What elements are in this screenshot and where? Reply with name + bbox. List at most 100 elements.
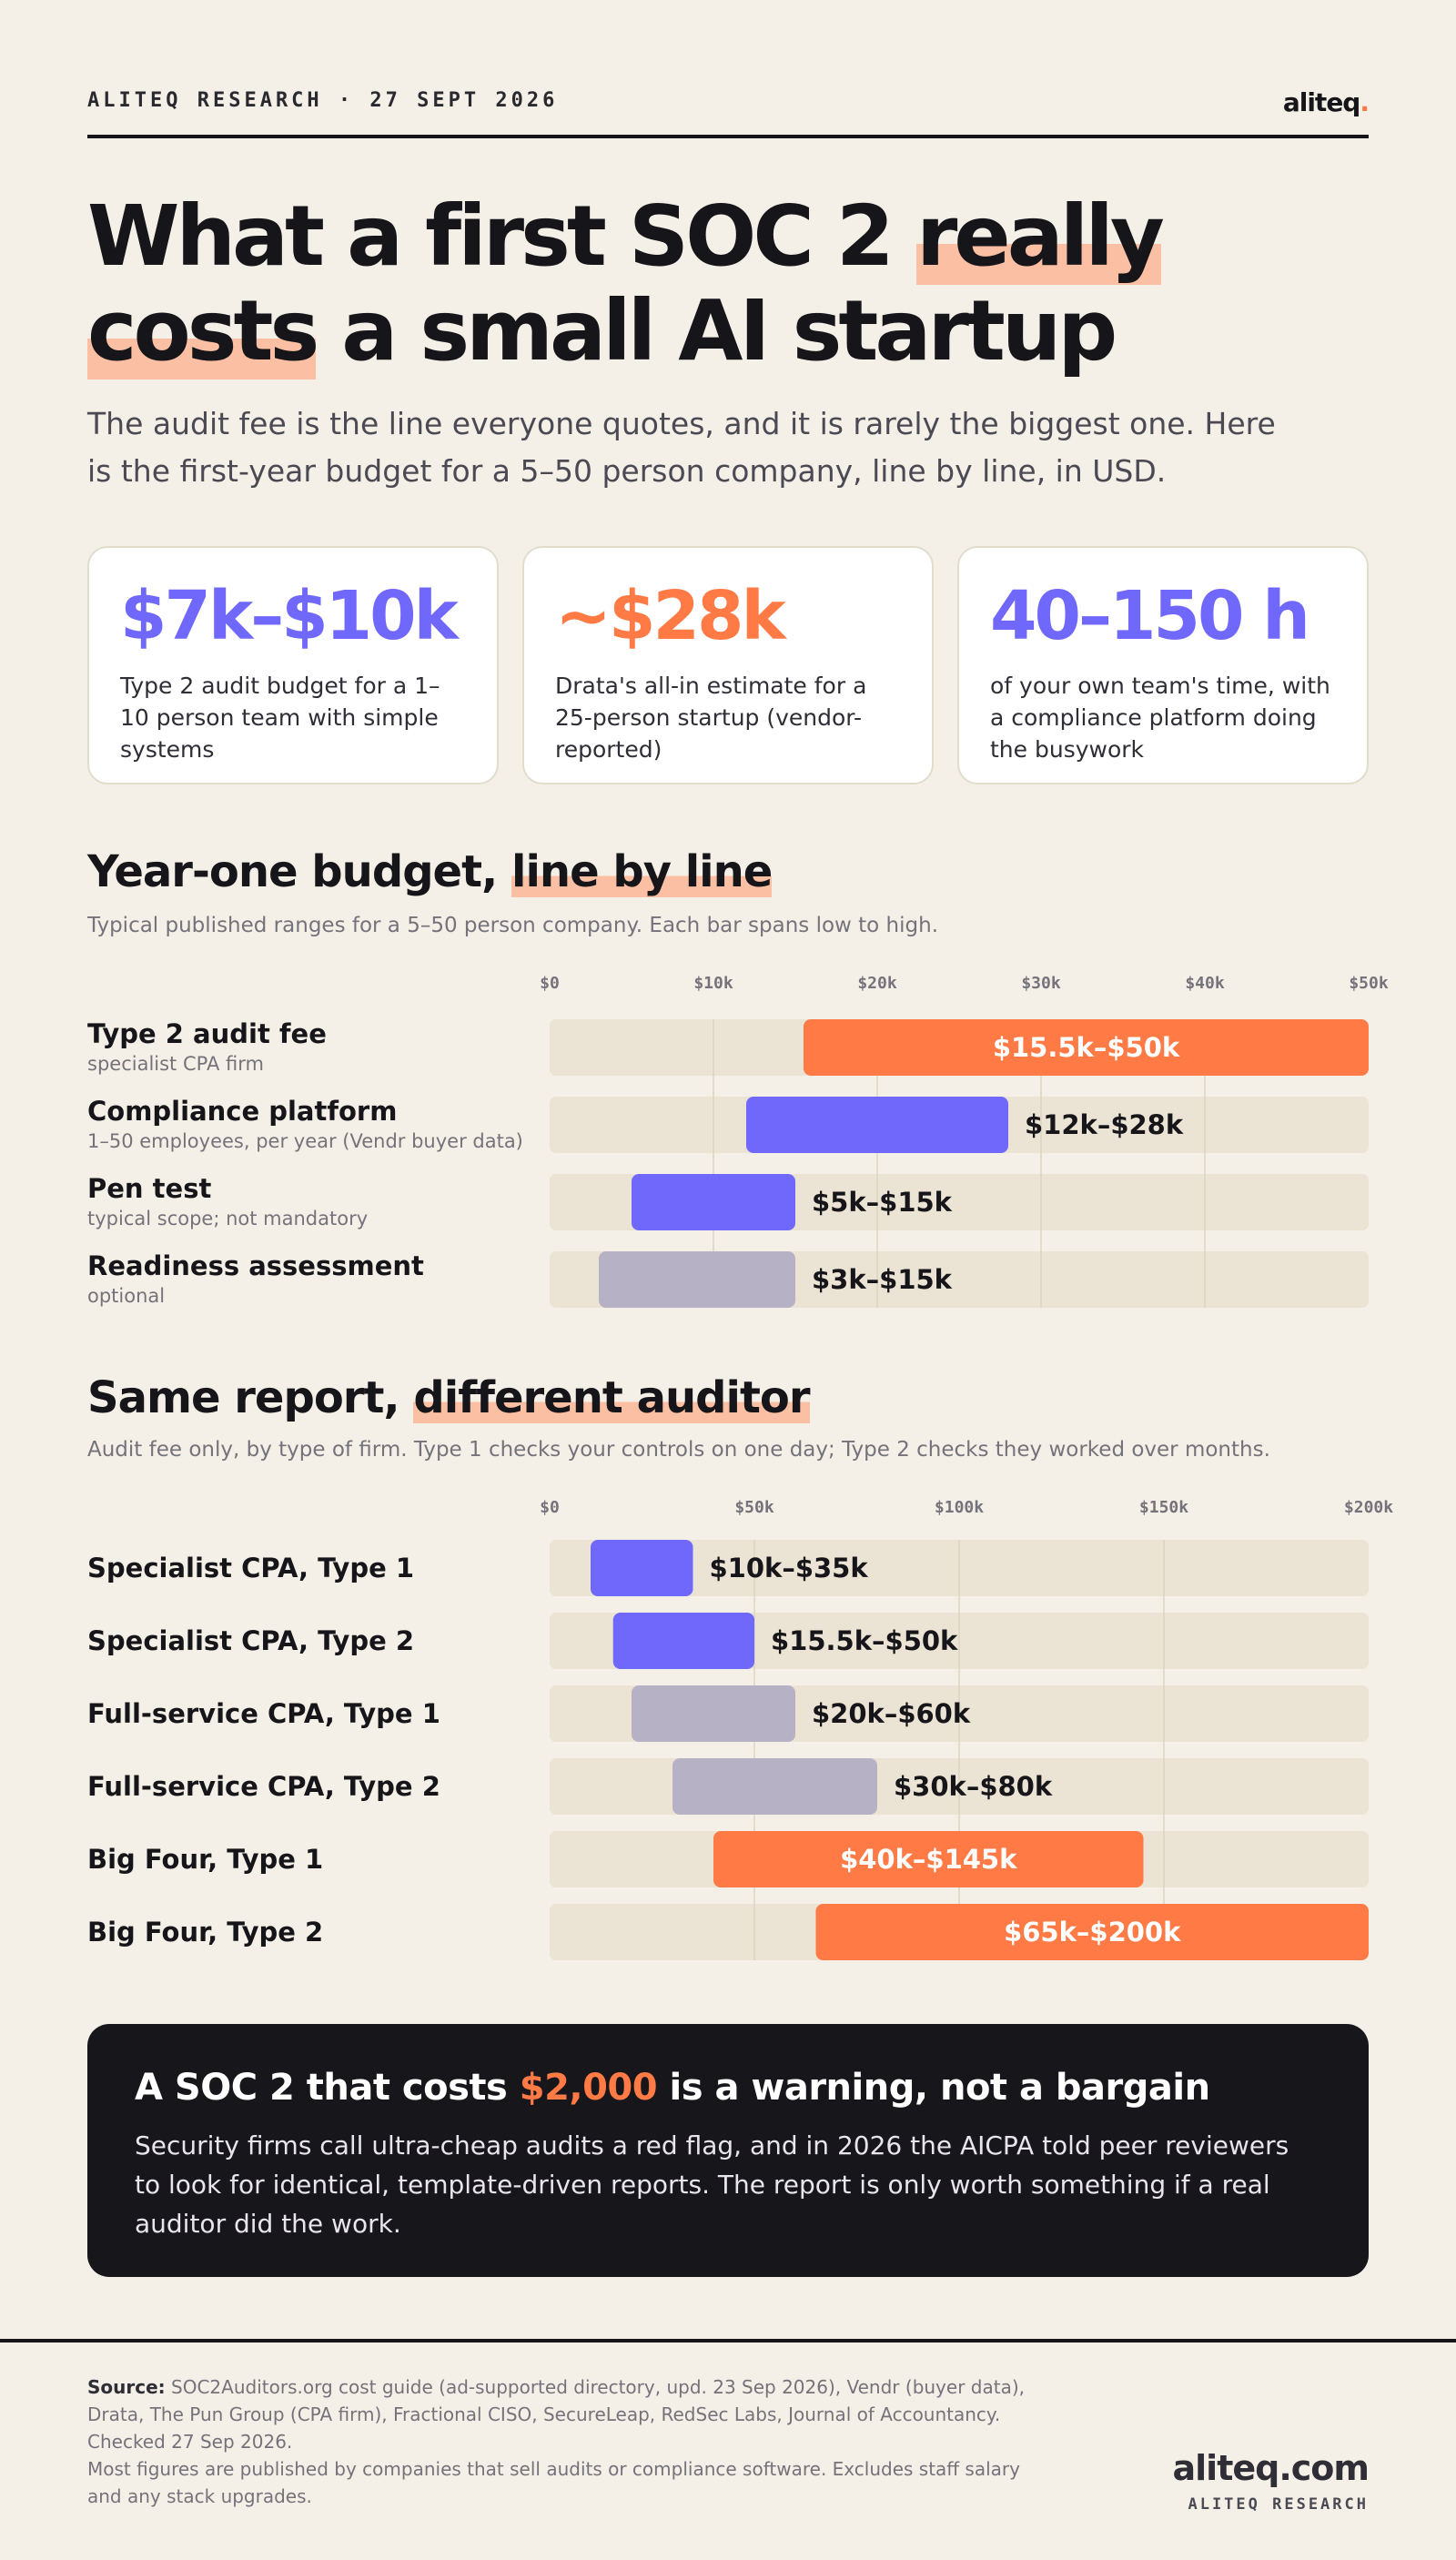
stat-value: 40–150 h [990, 577, 1310, 655]
row-label-pen-test: Pen test typical scope; not mandatory [87, 1173, 542, 1231]
category-label: Full-service CPA, Type 1 [87, 1698, 440, 1729]
row-label-specialist-cpa-type-2: Specialist CPA, Type 2 [87, 1625, 542, 1656]
title-part1: What a first SOC 2 [87, 187, 916, 285]
data-label: $3k–$15k [812, 1264, 953, 1295]
row-label-big-four-type-2: Big Four, Type 2 [87, 1917, 542, 1948]
data-label: $5k–$15k [812, 1187, 953, 1218]
category-sublabel: 1–50 employees, per year (Vendr buyer da… [87, 1130, 523, 1152]
category-label: Big Four, Type 1 [87, 1844, 324, 1875]
data-label: $20k–$60k [812, 1698, 971, 1729]
callout-title-after: is a warning, not a bargain [657, 2067, 1211, 2109]
source-label: Source: [87, 2376, 166, 2398]
row-label-readiness-assessment: Readiness assessment optional [87, 1250, 542, 1309]
auditor-chart: Specialist CPA, Type 1 Specialist CPA, Ty… [87, 1489, 1393, 1980]
stat-text: of your own team's time, with a complian… [990, 673, 1330, 763]
callout-body: Security firms call ultra-cheap audits a… [135, 2130, 1289, 2239]
category-label: Specialist CPA, Type 2 [87, 1625, 415, 1656]
source-note: Source: SOC2Auditors.org cost guide (ad-… [87, 2373, 1034, 2510]
x-tick-label: $0 [540, 974, 560, 993]
masthead: ALITEQ RESEARCH · 27 SEPT 2026 aliteq. [87, 87, 1370, 138]
x-tick-label: $50k [734, 1498, 774, 1517]
title-part2: a small AI startup [316, 282, 1117, 379]
row-label-compliance-platform: Compliance platform 1–50 employees, per y… [87, 1096, 542, 1154]
range-bar [746, 1097, 1008, 1153]
range-bar [804, 1019, 1369, 1076]
x-tick-label: $40k [1185, 974, 1225, 993]
x-tick-label: $200k [1344, 1498, 1393, 1517]
data-label: $15.5k–$50k [993, 1032, 1180, 1063]
range-bar [591, 1540, 693, 1596]
range-bar [612, 1613, 754, 1669]
source-text: SOC2Auditors.org cost guide (ad-supporte… [87, 2376, 1025, 2453]
data-label: $30k–$80k [894, 1771, 1053, 1802]
title-highlight-really: really [915, 187, 1165, 285]
category-label: Big Four, Type 2 [87, 1917, 324, 1948]
range-bar [713, 1831, 1144, 1887]
category-label: Compliance platform [87, 1096, 398, 1127]
source-line: Source: SOC2Auditors.org cost guide (ad-… [87, 2373, 1034, 2455]
x-tick-label: $30k [1021, 974, 1061, 993]
page-subtitle: The audit fee is the line everyone quote… [87, 406, 1276, 489]
footer-logo[interactable]: aliteq.com ALITEQ RESEARCH [1173, 2448, 1370, 2514]
callout-amount: $2,000 [519, 2067, 658, 2109]
title-highlight-costs: costs [87, 282, 319, 379]
x-tick-label: $20k [857, 974, 897, 993]
section-title-plain: Same report, [87, 1372, 414, 1423]
range-bar [632, 1174, 795, 1230]
stat-card-audit-budget: $7k–$10k Type 2 audit budget for a 1–10 … [87, 546, 499, 784]
row-label-type-2-audit-fee: Type 2 audit fee specialist CPA firm [87, 1018, 542, 1077]
range-bar [599, 1251, 795, 1308]
stat-value: ~$28k [555, 577, 786, 655]
warning-callout: A SOC 2 that costs $2,000 is a warning, … [87, 2024, 1369, 2277]
logo-text: aliteq [1282, 87, 1361, 117]
section-title-plain: Year-one budget, [87, 846, 511, 897]
section-title-highlight: different auditor [413, 1372, 811, 1423]
logo[interactable]: aliteq. [1282, 87, 1370, 117]
section-title-auditor: Same report, different auditor [87, 1371, 1369, 1425]
x-tick-label: $10k [693, 974, 733, 993]
stat-card-team-time: 40–150 h of your own team's time, with a… [957, 546, 1369, 784]
kicker: ALITEQ RESEARCH · 27 SEPT 2026 [87, 89, 559, 112]
stat-text: Drata's all-in estimate for a 25-person … [555, 673, 867, 763]
callout-title: A SOC 2 that costs $2,000 is a warning, … [135, 2064, 1321, 2111]
callout-title-before: A SOC 2 that costs [135, 2067, 520, 2109]
data-label: $12k–$28k [1025, 1109, 1184, 1140]
data-label: $65k–$200k [1004, 1917, 1181, 1948]
data-label: $15.5k–$50k [771, 1625, 958, 1656]
stat-value: $7k–$10k [120, 577, 459, 655]
category-label: Specialist CPA, Type 1 [87, 1553, 415, 1584]
stat-cards: $7k–$10k Type 2 audit budget for a 1–10 … [87, 546, 1369, 784]
category-label: Full-service CPA, Type 2 [87, 1771, 440, 1802]
auditor-chart-svg: $0 $50k $100k $150k $200k $10k–$35k $15.5k–$50… [540, 1498, 1393, 1960]
category-label: Type 2 audit fee [87, 1018, 327, 1049]
section-title-budget: Year-one budget, line by line [87, 845, 1369, 899]
range-bar [672, 1758, 877, 1815]
source-disclaimer: Most figures are published by companies … [87, 2458, 1020, 2507]
row-label-big-four-type-1: Big Four, Type 1 [87, 1844, 542, 1875]
page-title: What a first SOC 2 really costs a small A… [87, 187, 1369, 379]
category-label: Pen test [87, 1173, 212, 1204]
stat-text: Type 2 audit budget for a 1–10 person te… [120, 673, 440, 763]
data-label: $10k–$35k [710, 1553, 869, 1584]
footer-divider [0, 2339, 1456, 2342]
category-sublabel: specialist CPA firm [87, 1053, 264, 1075]
row-label-full-service-cpa-type-1: Full-service CPA, Type 1 [87, 1698, 542, 1729]
category-label: Readiness assessment [87, 1250, 424, 1281]
footer-logo-url: aliteq.com [1172, 2448, 1370, 2488]
x-tick-label: $50k [1349, 974, 1389, 993]
section-subtitle-auditor: Audit fee only, by type of firm. Type 1 … [87, 1438, 1270, 1462]
footer-logo-tagline: ALITEQ RESEARCH [1188, 2495, 1369, 2514]
category-sublabel: typical scope; not mandatory [87, 1208, 369, 1229]
x-tick-label: $150k [1139, 1498, 1188, 1517]
section-subtitle-budget: Typical published ranges for a 5–50 pers… [87, 914, 939, 937]
range-bar [632, 1685, 795, 1742]
x-tick-label: $0 [540, 1498, 560, 1517]
budget-chart: Type 2 audit fee specialist CPA firm Compl… [87, 965, 1389, 1329]
row-label-full-service-cpa-type-2: Full-service CPA, Type 2 [87, 1771, 542, 1802]
budget-chart-svg: $0 $10k $20k $30k $40k $50k $15.5k–$50k $12k–$2… [540, 974, 1389, 1308]
logo-dot: . [1360, 87, 1370, 117]
category-sublabel: optional [87, 1285, 166, 1307]
row-label-specialist-cpa-type-1: Specialist CPA, Type 1 [87, 1553, 542, 1584]
section-title-highlight: line by line [511, 846, 773, 897]
